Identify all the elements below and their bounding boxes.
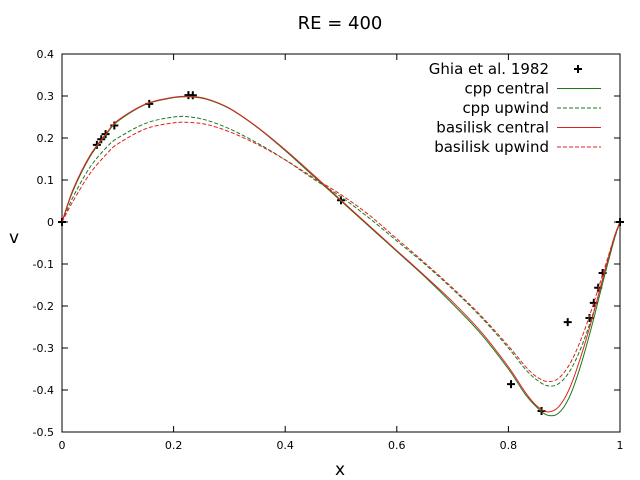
series-line-basilisk-central xyxy=(61,95,621,413)
y-tick-label: -0.5 xyxy=(33,426,54,439)
y-tick-label: 0.1 xyxy=(37,174,55,187)
data-point xyxy=(563,318,572,327)
y-tick-label: 0.4 xyxy=(37,48,55,61)
series-ghia-et-al-1982 xyxy=(58,91,624,415)
x-tick-label: 0.2 xyxy=(165,439,183,452)
y-tick-label: 0 xyxy=(47,216,54,229)
y-tick-label: -0.2 xyxy=(33,300,54,313)
x-tick-label: 0.8 xyxy=(500,439,518,452)
x-tick-label: 0.6 xyxy=(388,439,406,452)
y-axis-label: v xyxy=(9,228,19,248)
series-line-cpp-upwind xyxy=(61,115,621,387)
y-tick-label: -0.3 xyxy=(33,342,54,355)
x-tick-label: 0 xyxy=(59,439,66,452)
legend-label-cpp-upwind: cpp upwind xyxy=(462,99,549,117)
series-line-basilisk-upwind xyxy=(61,121,621,383)
legend-marker-ghia-et-al-1982 xyxy=(574,65,582,73)
y-tick-label: 0.2 xyxy=(37,132,55,145)
y-tick-label: -0.4 xyxy=(33,384,54,397)
legend-label-basilisk-central: basilisk central xyxy=(436,119,549,137)
x-tick-label: 1 xyxy=(617,439,624,452)
chart-title: RE = 400 xyxy=(298,13,383,34)
y-tick-label: -0.1 xyxy=(33,258,54,271)
x-axis-label: x xyxy=(335,460,345,480)
y-tick-label: 0.3 xyxy=(37,90,55,103)
data-point xyxy=(507,380,516,389)
legend-label-basilisk-upwind: basilisk upwind xyxy=(434,138,549,156)
x-tick-label: 0.4 xyxy=(276,439,294,452)
plot-frame xyxy=(61,53,621,433)
legend-label-cpp-central: cpp central xyxy=(465,80,549,98)
legend-label-ghia-et-al-1982: Ghia et al. 1982 xyxy=(429,60,549,78)
data-point xyxy=(188,91,197,100)
